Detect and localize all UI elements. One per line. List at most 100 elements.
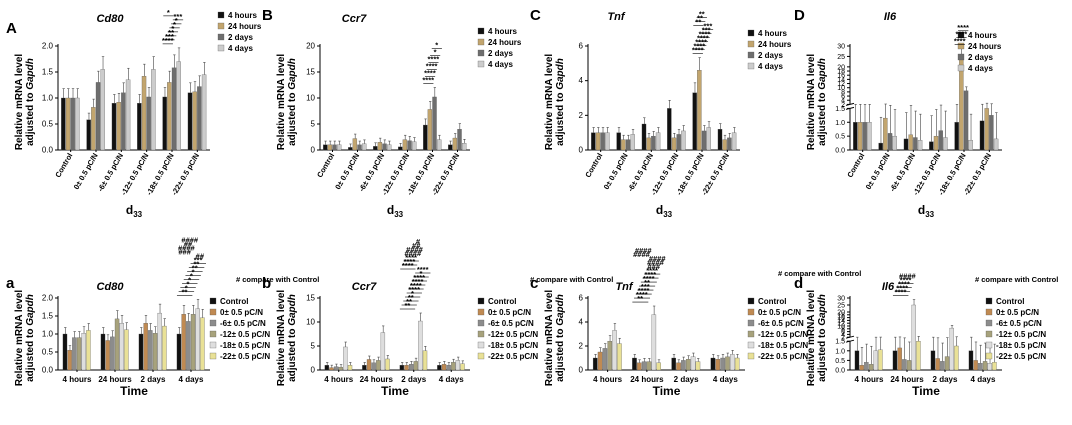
chart-title: Cd80 [97, 281, 125, 293]
sig-annotation: **** [898, 280, 910, 289]
x-tick-label: -6± 0.5 pC/N [626, 152, 655, 194]
bar [195, 308, 200, 371]
sig-annotation: * [192, 267, 195, 276]
sig-annotation: **** [413, 273, 425, 282]
legend-swatch [957, 64, 965, 72]
y-tick-label: 1.5 [42, 68, 54, 77]
bar [968, 350, 974, 371]
legend-swatch [217, 11, 225, 19]
bar [973, 360, 978, 371]
y-label-line1: Relative mRNA level [14, 54, 25, 151]
legend-label: -6± 0.5 pC/N [758, 319, 804, 328]
y-tick-label: 25 [837, 303, 845, 310]
y-tick-label: 15 [306, 68, 315, 77]
sig-annotation: **** [636, 290, 648, 299]
legend-label: 2 days [228, 33, 253, 42]
bar [376, 360, 381, 371]
x-axis-label-sub: 33 [663, 210, 672, 219]
bar [625, 139, 631, 151]
bar [655, 132, 661, 151]
bar [100, 69, 105, 151]
y-tick-label: 4 [579, 76, 584, 85]
panel-C: C Tnf 0 2 4 6 Relative mRNA level adjusted to G… [530, 7, 792, 219]
sig-annotation: ** [168, 28, 174, 37]
y-label-line1: Relative mRNA level [276, 290, 287, 387]
legend-label: -22± 0.5 pC/N [220, 352, 270, 361]
bar [597, 351, 603, 371]
y-tick-label: 20 [837, 64, 845, 71]
x-axis-label-sub: 33 [925, 210, 934, 219]
bar [380, 332, 386, 371]
y-label-line2: adjusted to Gapdh [25, 58, 36, 146]
bar [151, 69, 156, 151]
bar [710, 357, 716, 371]
bar [143, 323, 148, 371]
bar [943, 137, 948, 151]
sig-annotation: **** [896, 284, 908, 293]
legend-swatch [957, 31, 965, 39]
legend-swatch [957, 53, 965, 61]
x-tick-label: -6± 0.5 pC/N [357, 152, 386, 194]
bar [176, 333, 182, 371]
bar [386, 144, 392, 151]
panel-letter: C [530, 7, 541, 24]
bar [157, 312, 162, 371]
legend: Control 0± 0.5 pC/N -6± 0.5 pC/N -12± 0.5 p… [985, 297, 1046, 361]
sig-annotation: * [173, 20, 176, 29]
bar [423, 124, 428, 151]
y-label-line1: Relative mRNA level [14, 290, 25, 387]
sig-annotation: #### [635, 246, 653, 255]
y-tick-label: 2 [579, 342, 584, 351]
sig-annotation: ** [699, 10, 705, 19]
y-label-line2: adjusted to Gapdh [555, 58, 566, 146]
sig-annotation: **** [417, 265, 429, 274]
bar [152, 333, 158, 371]
bar [692, 92, 697, 151]
y-label-line1: Relative mRNA level [544, 290, 555, 387]
sig-annotation: # [416, 237, 421, 246]
sig-annotation: **** [638, 286, 650, 295]
y-tick-label: 16 [837, 315, 845, 322]
legend-swatch [747, 341, 755, 349]
bar [119, 323, 124, 371]
x-tick-label: 4 hours [855, 375, 884, 384]
y-tick-label: 0.5 [42, 120, 54, 129]
bar [892, 350, 898, 371]
bar [76, 337, 82, 371]
bar [637, 362, 642, 371]
y-tick-label: 1.0 [42, 330, 54, 339]
legend-swatch [747, 62, 755, 70]
sig-annotation: **** [895, 288, 907, 297]
legend-swatch [747, 29, 755, 37]
y-tick-label: 1.0 [42, 94, 54, 103]
y-tick-label: 1.5 [835, 106, 845, 113]
bar [124, 329, 129, 371]
legend-label: 0± 0.5 pC/N [220, 308, 263, 317]
bar [591, 132, 596, 151]
bar [978, 363, 983, 371]
x-tick-label: Control [315, 152, 336, 180]
legend-swatch [477, 308, 485, 316]
legend-swatch [209, 308, 217, 316]
x-tick-label: -22± 0.5 pC/N [170, 152, 201, 197]
sig-annotation: *** [174, 12, 183, 21]
sig-annotation: * [190, 271, 193, 280]
bar [404, 365, 409, 371]
bar [407, 140, 412, 151]
sig-annotation: ** [192, 263, 198, 272]
sig-annotation: *** [704, 22, 713, 31]
y-label-gene: Gapdh [555, 294, 566, 326]
bar [348, 147, 353, 151]
sig-annotation: #### [178, 243, 196, 252]
x-tick-label: 4 days [971, 375, 996, 384]
sig-annotation: ## [196, 251, 205, 260]
legend-swatch [747, 40, 755, 48]
y-tick-label: 25 [837, 54, 845, 61]
x-tick-label: 0± 0.5 pC/N [72, 152, 100, 191]
bar [897, 347, 902, 371]
y-tick-label: 1.0 [835, 120, 845, 127]
bar [671, 137, 677, 151]
x-tick-label: -6± 0.5 pC/N [888, 152, 917, 194]
legend-label: 24 hours [968, 42, 1002, 51]
chart-title: Il6 [884, 11, 897, 23]
